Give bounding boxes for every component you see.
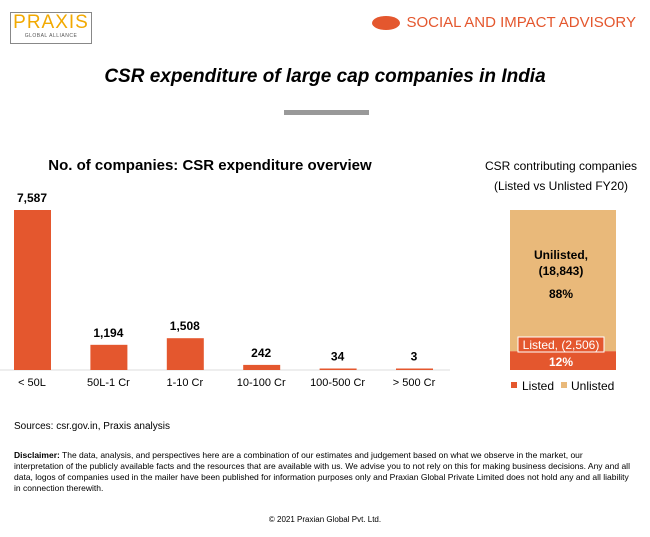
- tick-label-1: 50L-1 Cr: [87, 377, 130, 389]
- listed-label-box: [517, 336, 605, 353]
- unlisted-pct: 88%: [549, 287, 573, 301]
- bar-chart-title: No. of companies: CSR expenditure overvi…: [48, 157, 372, 174]
- bar-2: [166, 338, 204, 370]
- tick-label-5: > 500 Cr: [393, 377, 436, 389]
- legend-listed-swatch: [511, 382, 517, 388]
- listed-label: Listed, (2,506): [523, 338, 600, 352]
- bar-5: [396, 368, 433, 370]
- logo-sub: GLOBAL ALLIANCE: [24, 33, 78, 39]
- disclaimer: Disclaimer: The data, analysis, and pers…: [14, 450, 634, 494]
- disclaimer-text: The data, analysis, and perspectives her…: [14, 450, 630, 493]
- copyright: © 2021 Praxian Global Pvt. Ltd.: [268, 515, 382, 524]
- tick-label-3: 10-100 Cr: [237, 377, 286, 389]
- listed-segment: [510, 351, 616, 370]
- stack-subtitle: (Listed vs Unlisted FY20): [494, 179, 628, 193]
- legend-unlisted-swatch: [561, 382, 567, 388]
- data-label-1: 1,194: [93, 326, 123, 340]
- data-label-0: 7,587: [17, 191, 47, 205]
- listed-pct: 12%: [549, 355, 573, 369]
- data-label-5: 3: [411, 350, 418, 364]
- eye-logo-icon: [372, 15, 401, 30]
- bar-0: [14, 210, 51, 370]
- bar-3: [243, 364, 281, 370]
- brand: SOCIAL AND IMPACT ADVISORY: [372, 14, 636, 31]
- data-label-3: 242: [251, 346, 271, 360]
- disclaimer-label: Disclaimer:: [14, 450, 60, 460]
- page-title: CSR expenditure of large cap companies i…: [104, 66, 546, 87]
- tick-label-2: 1-10 Cr: [166, 377, 203, 389]
- divider: [284, 110, 369, 115]
- sources: Sources: csr.gov.in, Praxis analysis: [14, 421, 170, 432]
- unlisted-label: Unilisted,: [534, 248, 588, 262]
- unlisted-segment: [510, 210, 616, 352]
- stack-title: CSR contributing companies: [485, 159, 637, 173]
- praxis-logo: PRAXIS GLOBAL ALLIANCE: [10, 12, 92, 44]
- brand-text: SOCIAL AND IMPACT ADVISORY: [406, 14, 636, 31]
- legend-unlisted: Unlisted: [571, 379, 614, 393]
- logo-main: PRAXIS: [13, 12, 89, 33]
- bar-1: [90, 344, 128, 370]
- tick-label-4: 100-500 Cr: [310, 377, 365, 389]
- unlisted-count: (18,843): [539, 264, 584, 278]
- data-label-2: 1,508: [170, 319, 200, 333]
- data-label-4: 34: [331, 350, 345, 364]
- chart: No. of companies: CSR expenditure overvi…: [0, 157, 637, 393]
- legend-listed: Listed: [522, 379, 554, 393]
- bar-4: [319, 368, 357, 370]
- tick-label-0: < 50L: [18, 377, 46, 389]
